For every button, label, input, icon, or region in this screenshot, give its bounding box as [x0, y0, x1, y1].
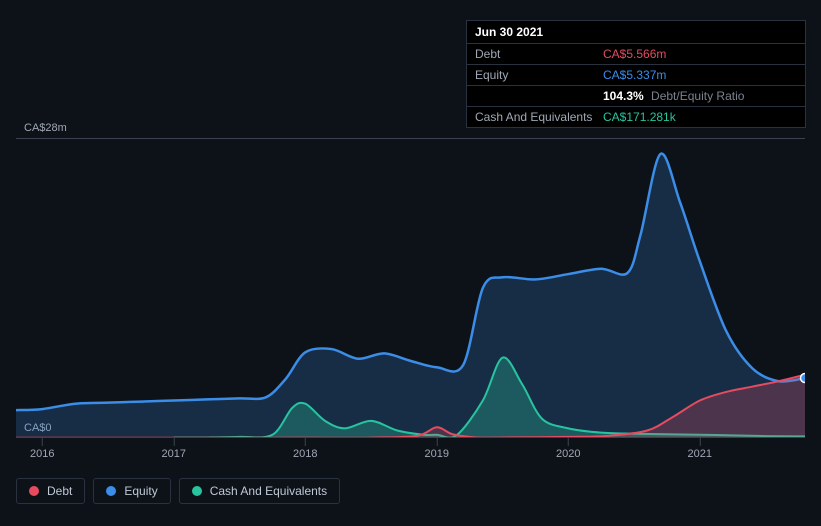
chart-top-border: [16, 138, 805, 139]
x-tick: 2017: [162, 438, 186, 460]
chart-plot-area[interactable]: [16, 138, 805, 438]
tooltip-cash-value: CA$171.281k: [603, 110, 676, 124]
x-tick-label: 2021: [688, 448, 712, 460]
x-tick: 2020: [556, 438, 580, 460]
tooltip-row-equity: Equity CA$5.337m: [467, 65, 805, 86]
hover-tooltip: Jun 30 2021 Debt CA$5.566m Equity CA$5.3…: [466, 20, 806, 128]
chart-svg: [16, 138, 805, 438]
tooltip-ratio-label: Debt/Equity Ratio: [651, 89, 744, 103]
legend-label: Debt: [47, 484, 72, 498]
legend-item-cash[interactable]: Cash And Equivalents: [179, 478, 340, 504]
legend: Debt Equity Cash And Equivalents: [16, 478, 340, 504]
legend-item-equity[interactable]: Equity: [93, 478, 170, 504]
tooltip-cash-label: Cash And Equivalents: [475, 110, 603, 124]
current-marker: [801, 374, 806, 383]
x-tick: 2021: [688, 438, 712, 460]
tooltip-equity-value: CA$5.337m: [603, 68, 666, 82]
x-tick: 2019: [425, 438, 449, 460]
tooltip-equity-label: Equity: [475, 68, 603, 82]
cash-legend-dot: [192, 486, 202, 496]
equity-area: [16, 154, 805, 438]
tooltip-date: Jun 30 2021: [467, 21, 805, 44]
equity-legend-dot: [106, 486, 116, 496]
legend-label: Equity: [124, 484, 157, 498]
tooltip-row-debt: Debt CA$5.566m: [467, 44, 805, 65]
x-tick-label: 2017: [162, 448, 186, 460]
debt-legend-dot: [29, 486, 39, 496]
x-tick: 2016: [30, 438, 54, 460]
x-axis: 2016 2017 2018 2019 2020 2021: [16, 438, 805, 466]
x-tick: 2018: [293, 438, 317, 460]
x-tick-label: 2016: [30, 448, 54, 460]
x-tick-label: 2018: [293, 448, 317, 460]
tooltip-debt-label: Debt: [475, 47, 603, 61]
tooltip-row-ratio: 104.3% Debt/Equity Ratio: [467, 86, 805, 107]
x-tick-label: 2020: [556, 448, 580, 460]
tooltip-row-cash: Cash And Equivalents CA$171.281k: [467, 107, 805, 127]
y-axis-top-label: CA$28m: [24, 122, 67, 134]
tooltip-debt-value: CA$5.566m: [603, 47, 666, 61]
legend-item-debt[interactable]: Debt: [16, 478, 85, 504]
tooltip-ratio-pct: 104.3%: [603, 89, 644, 103]
x-tick-label: 2019: [425, 448, 449, 460]
legend-label: Cash And Equivalents: [210, 484, 327, 498]
